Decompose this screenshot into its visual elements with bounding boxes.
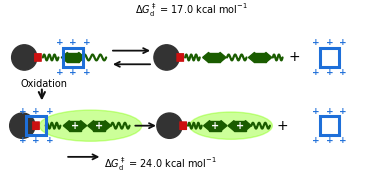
Bar	[26, 116, 46, 136]
Polygon shape	[99, 121, 111, 130]
Polygon shape	[203, 53, 214, 62]
Ellipse shape	[39, 110, 142, 141]
Text: +: +	[46, 107, 53, 116]
Circle shape	[154, 45, 179, 70]
Text: +: +	[69, 68, 77, 77]
Text: +: +	[339, 38, 347, 47]
Text: Oxidation: Oxidation	[20, 79, 67, 89]
Polygon shape	[248, 53, 260, 62]
Text: +: +	[312, 68, 319, 77]
Polygon shape	[63, 121, 75, 130]
Text: +: +	[325, 38, 333, 47]
Text: +: +	[325, 107, 333, 116]
Polygon shape	[61, 53, 73, 62]
Polygon shape	[209, 53, 220, 62]
Text: +: +	[69, 38, 77, 47]
Polygon shape	[69, 121, 81, 130]
Text: +: +	[277, 119, 288, 133]
Text: +: +	[32, 107, 40, 116]
Text: $\Delta G^\ddagger_\mathrm{d}$ = 17.0 kcal mol$^{-1}$: $\Delta G^\ddagger_\mathrm{d}$ = 17.0 kc…	[135, 2, 248, 19]
Polygon shape	[209, 121, 221, 130]
FancyBboxPatch shape	[32, 121, 40, 130]
Circle shape	[10, 113, 35, 138]
Polygon shape	[260, 53, 272, 62]
Text: +: +	[46, 136, 53, 145]
Bar	[63, 48, 83, 67]
Text: +: +	[56, 68, 63, 77]
Circle shape	[157, 113, 182, 138]
Text: +: +	[325, 136, 333, 145]
Text: +: +	[211, 121, 219, 131]
Text: +: +	[95, 121, 104, 131]
Polygon shape	[88, 121, 99, 130]
Bar	[319, 48, 339, 67]
Text: +: +	[83, 38, 90, 47]
Text: $\Delta G^\ddagger_\mathrm{d}$ = 24.0 kcal mol$^{-1}$: $\Delta G^\ddagger_\mathrm{d}$ = 24.0 kc…	[104, 156, 217, 173]
Bar	[319, 116, 339, 136]
Text: +: +	[339, 68, 347, 77]
Text: +: +	[339, 107, 347, 116]
Text: +: +	[56, 38, 63, 47]
Text: +: +	[19, 107, 26, 116]
Polygon shape	[214, 53, 226, 62]
Polygon shape	[75, 121, 87, 130]
Polygon shape	[228, 121, 240, 130]
Text: +: +	[312, 107, 319, 116]
Circle shape	[12, 45, 37, 70]
Polygon shape	[215, 121, 227, 130]
Text: +: +	[19, 136, 26, 145]
Text: +: +	[83, 68, 90, 77]
FancyBboxPatch shape	[176, 53, 184, 62]
Polygon shape	[73, 53, 85, 62]
Polygon shape	[204, 121, 215, 130]
Text: +: +	[288, 50, 300, 64]
Polygon shape	[254, 53, 266, 62]
FancyBboxPatch shape	[179, 121, 187, 130]
Text: +: +	[339, 136, 347, 145]
Polygon shape	[240, 121, 251, 130]
Text: +: +	[312, 136, 319, 145]
Ellipse shape	[189, 112, 272, 139]
FancyBboxPatch shape	[34, 53, 42, 62]
Text: +: +	[325, 68, 333, 77]
Polygon shape	[93, 121, 105, 130]
Text: +: +	[235, 121, 244, 131]
Polygon shape	[67, 53, 79, 62]
Text: +: +	[71, 121, 79, 131]
Text: +: +	[32, 136, 40, 145]
Text: +: +	[312, 38, 319, 47]
Polygon shape	[234, 121, 246, 130]
